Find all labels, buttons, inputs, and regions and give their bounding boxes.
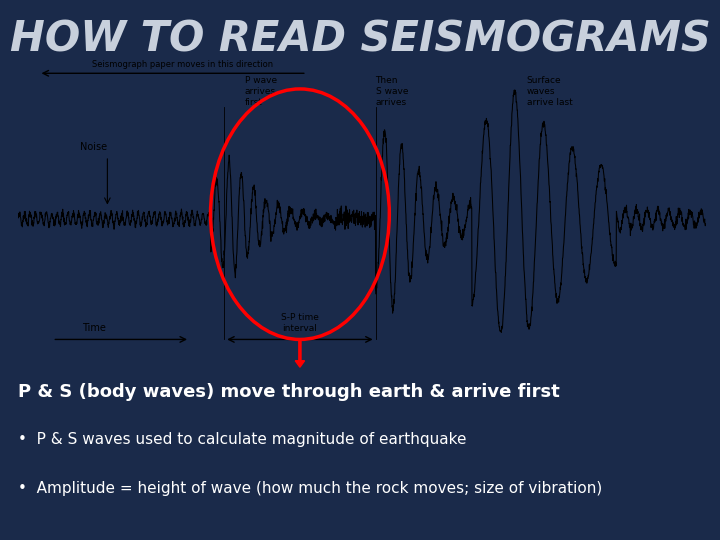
Text: S-P time
interval: S-P time interval — [281, 313, 319, 333]
Text: Seismograph paper moves in this direction: Seismograph paper moves in this directio… — [92, 60, 274, 69]
Text: Then
S wave
arrives: Then S wave arrives — [376, 76, 408, 107]
Text: Time: Time — [81, 323, 106, 333]
Text: •  Amplitude = height of wave (how much the rock moves; size of vibration): • Amplitude = height of wave (how much t… — [18, 481, 602, 496]
Text: •  P & S waves used to calculate magnitude of earthquake: • P & S waves used to calculate magnitud… — [18, 432, 467, 447]
Text: Surface
waves
arrive last: Surface waves arrive last — [527, 76, 572, 107]
Text: P wave
arrives
first: P wave arrives first — [245, 76, 277, 107]
Text: HOW TO READ SEISMOGRAMS: HOW TO READ SEISMOGRAMS — [9, 19, 711, 61]
Text: Noise: Noise — [80, 141, 107, 152]
Text: P & S (body waves) move through earth & arrive first: P & S (body waves) move through earth & … — [18, 383, 559, 401]
